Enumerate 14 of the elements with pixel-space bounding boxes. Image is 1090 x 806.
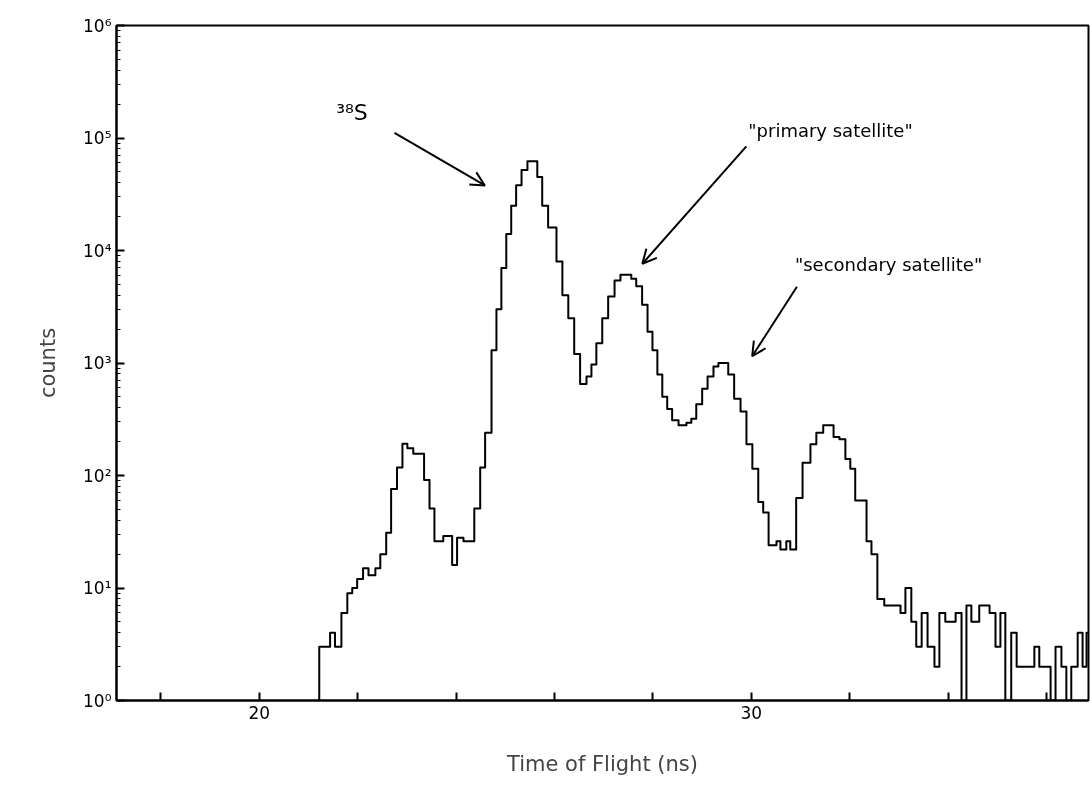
y-axis-title: counts [36,327,61,399]
annotation: "secondary satellite" [794,253,983,275]
y-tick-label: 10⁶ [83,15,112,36]
y-tick-label: 10⁴ [83,240,112,261]
x-tick-label: 30 [740,702,763,723]
annotation: ³⁸S [336,100,368,126]
y-tick-label: 10⁰ [83,690,112,711]
y-tick-label: 10² [83,465,112,486]
y-tick-label: 10¹ [83,578,112,598]
x-axis-title: Time of Flight (ns) [506,751,698,776]
annotation: "primary satellite" [748,120,913,142]
x-tick-label: 20 [248,702,271,723]
y-tick-label: 10³ [83,353,112,373]
y-tick-label: 10⁵ [83,128,112,148]
